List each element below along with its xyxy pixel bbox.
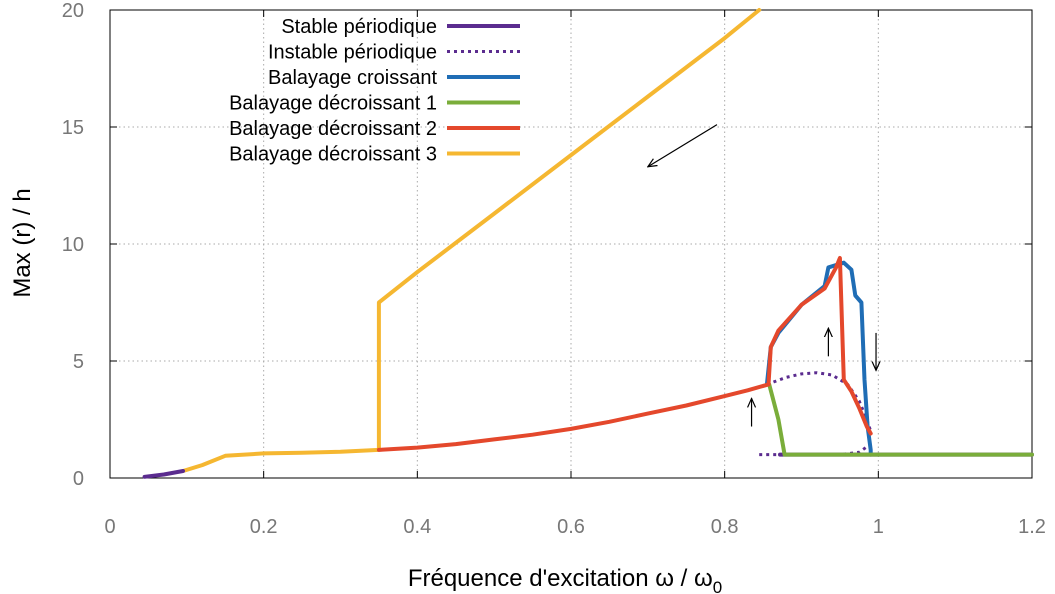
y-tick-label: 10 <box>62 234 84 256</box>
legend: Stable périodique Instable périodique Bala… <box>229 16 520 166</box>
arrow-sweep-down <box>648 125 717 167</box>
grid <box>110 10 1032 478</box>
x-axis-title: Fréquence d'excitation ω / ω0 <box>408 565 722 594</box>
x-axis-title-subscript: 0 <box>713 578 722 594</box>
tick-labels: 0 0.2 0.4 0.6 0.8 1 1.2 0 5 10 15 20 <box>62 0 1046 538</box>
x-tick-label: 0 <box>104 516 115 538</box>
legend-label: Balayage croissant <box>268 67 437 89</box>
x-tick-label: 0.6 <box>557 516 585 538</box>
legend-label: Balayage décroissant 3 <box>229 144 437 166</box>
x-tick-label: 0.2 <box>250 516 278 538</box>
y-tick-label: 0 <box>73 468 84 490</box>
y-axis-title: Max (r) / h <box>9 188 36 297</box>
legend-label: Balayage décroissant 2 <box>229 118 437 140</box>
y-tick-label: 15 <box>62 117 84 139</box>
series-line-stable-periodique <box>145 471 183 477</box>
y-tick-label: 20 <box>62 0 84 22</box>
x-tick-label: 0.8 <box>711 516 739 538</box>
x-tick-label: 0.4 <box>403 516 431 538</box>
y-tick-label: 5 <box>73 351 84 373</box>
series-line-balayage-decroissant-2 <box>379 384 769 450</box>
x-tick-label: 1.2 <box>1018 516 1046 538</box>
legend-label: Balayage décroissant 1 <box>229 93 437 115</box>
x-tick-label: 1 <box>873 516 884 538</box>
series-line-balayage-decroissant-1 <box>769 384 1032 454</box>
legend-label: Stable périodique <box>281 16 437 38</box>
legend-label: Instable périodique <box>268 42 437 64</box>
